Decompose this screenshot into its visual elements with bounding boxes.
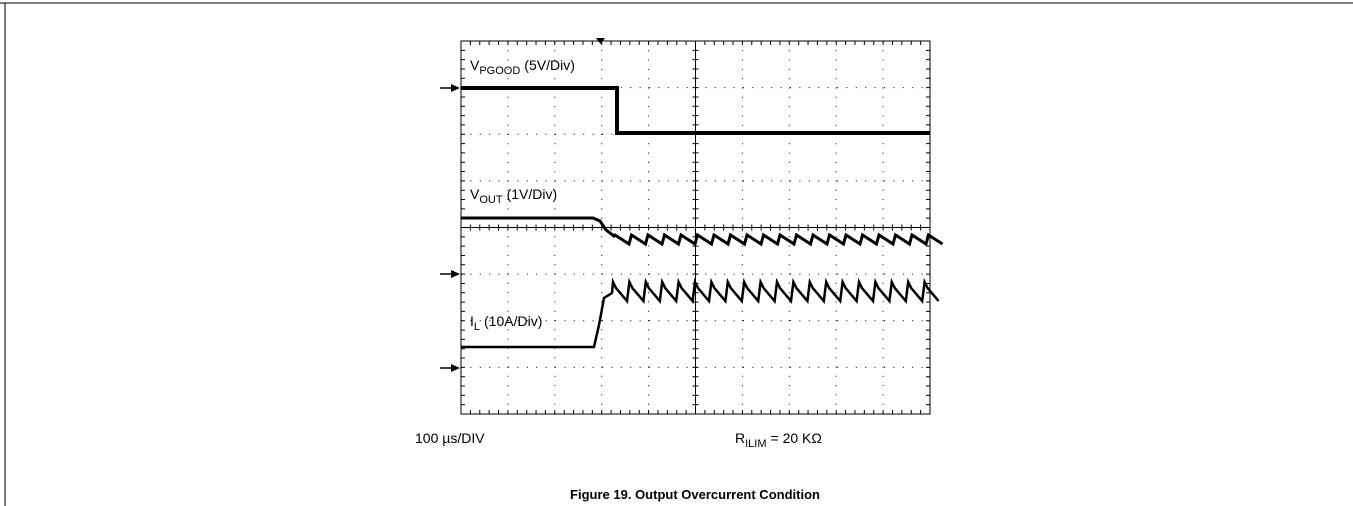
trace-vout bbox=[461, 216, 944, 247]
note: RILIM = 20 KΩ bbox=[735, 430, 822, 450]
symbol: V bbox=[470, 57, 480, 73]
scale: (1V/Div) bbox=[507, 186, 558, 202]
subscript: PGOOD bbox=[479, 65, 520, 77]
scale: (10A/Div) bbox=[484, 313, 542, 329]
scale: (5V/Div) bbox=[524, 57, 575, 73]
channel-marker bbox=[451, 364, 460, 372]
subscript: ILIM bbox=[745, 438, 766, 450]
trace-label: IL (10A/Div) bbox=[470, 313, 542, 333]
subscript: OUT bbox=[479, 194, 503, 206]
trace-label: VPGOOD (5V/Div) bbox=[470, 57, 575, 77]
timebase: 100 µs/DIV bbox=[415, 430, 485, 446]
channel-marker bbox=[451, 270, 460, 278]
subscript: L bbox=[474, 321, 480, 333]
trace-pgood bbox=[461, 86, 930, 135]
scope-screen bbox=[440, 38, 944, 415]
trace-il bbox=[461, 277, 940, 349]
trigger-marker bbox=[596, 38, 605, 44]
rest: = 20 KΩ bbox=[771, 430, 822, 446]
symbol: V bbox=[470, 186, 480, 202]
symbol: R bbox=[735, 430, 745, 446]
channel-marker bbox=[451, 84, 460, 92]
ticks bbox=[460, 40, 931, 415]
caption: Figure 19. Output Overcurrent Condition bbox=[570, 487, 820, 502]
trace-label: VOUT (1V/Div) bbox=[470, 186, 557, 206]
symbol: I bbox=[470, 313, 474, 329]
